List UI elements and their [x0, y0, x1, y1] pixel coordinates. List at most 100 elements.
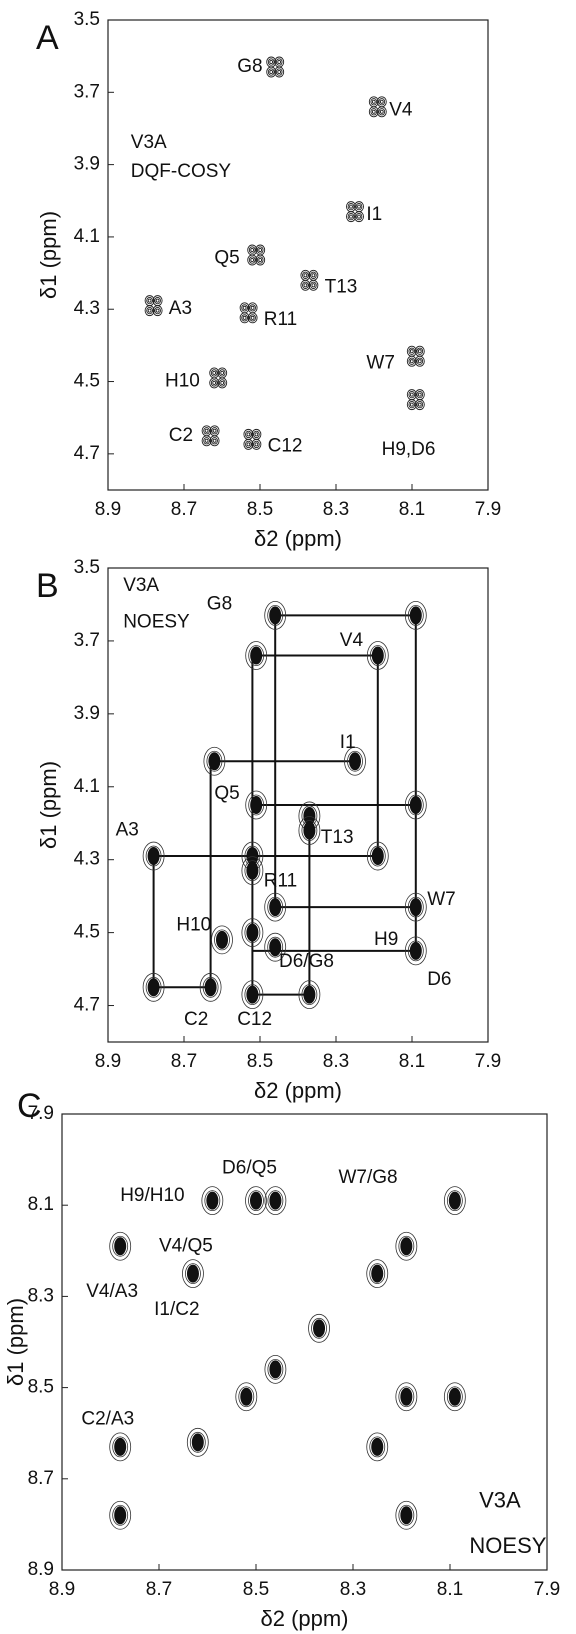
contour — [241, 304, 248, 312]
peak-label: R11 — [264, 309, 297, 330]
peak — [235, 1382, 258, 1412]
contour — [186, 1427, 209, 1457]
contour — [145, 845, 162, 867]
peak — [142, 972, 165, 1002]
peak — [308, 1313, 330, 1343]
contour — [146, 306, 153, 315]
peak — [209, 367, 228, 389]
contour — [206, 750, 223, 772]
y-tick-label: 4.3 — [74, 849, 100, 870]
contour-core — [303, 806, 316, 825]
contour — [347, 202, 355, 211]
contour-core — [400, 1506, 413, 1525]
contour — [199, 972, 222, 1002]
contour-core — [204, 978, 217, 997]
x-tick-label: 7.9 — [534, 1579, 560, 1600]
contour — [408, 390, 416, 399]
contour — [211, 925, 233, 955]
peak — [395, 1382, 418, 1412]
contour — [407, 605, 424, 626]
contour — [395, 1382, 418, 1412]
contour — [242, 315, 247, 320]
contour — [185, 1263, 201, 1284]
contour — [241, 918, 264, 948]
contour — [154, 306, 161, 315]
contour — [204, 438, 209, 443]
contour-core — [269, 1191, 282, 1210]
contour — [249, 304, 256, 312]
contour — [404, 601, 427, 630]
peak-label: C2 — [184, 1009, 208, 1030]
contour — [416, 400, 424, 409]
peak — [404, 936, 427, 966]
y-tick-label: 3.5 — [74, 9, 100, 30]
contour-core — [191, 1433, 204, 1452]
y-axis-label: δ1 (ppm) — [3, 1298, 28, 1386]
contour — [409, 402, 414, 407]
y-tick-label: 3.7 — [74, 81, 100, 102]
contour — [142, 972, 165, 1002]
peak — [109, 1432, 132, 1462]
y-tick-label: 4.1 — [74, 776, 100, 797]
peak-label: W7/G8 — [338, 1167, 397, 1188]
contour-core — [349, 752, 361, 771]
contour — [244, 860, 261, 882]
peak — [241, 918, 264, 948]
contour — [404, 790, 427, 820]
contour — [212, 380, 217, 385]
peak-label: C12 — [268, 436, 303, 457]
contour-core — [313, 1319, 326, 1338]
contour — [248, 1190, 264, 1212]
contour — [212, 438, 217, 443]
panel-1: B 8.9 8.7 8.5 8.3 8.1 7.9 3.5 3.7 3.9 4.1 4.3 4.5 4.7… — [36, 557, 501, 1103]
contour — [155, 298, 160, 303]
contour — [220, 380, 225, 385]
contour — [241, 980, 264, 1009]
peak — [406, 389, 425, 411]
contour — [277, 59, 282, 65]
contour — [404, 936, 427, 966]
contour-core — [250, 646, 263, 665]
x-tick-label: 8.9 — [49, 1579, 75, 1600]
contour-core — [371, 1264, 384, 1283]
peak — [211, 925, 233, 955]
contour-core — [448, 1387, 461, 1406]
y-tick-label: 8.1 — [28, 1194, 54, 1215]
peak-label: V3A — [479, 1487, 521, 1512]
contour — [209, 435, 220, 447]
contour — [414, 355, 425, 367]
contour — [355, 212, 363, 221]
peak — [298, 980, 321, 1009]
peak-label: I1 — [366, 204, 382, 225]
contour — [303, 273, 308, 278]
peak — [239, 302, 258, 324]
contour — [416, 357, 424, 365]
peak-label: V4 — [340, 630, 364, 651]
contour — [416, 390, 424, 399]
contour — [366, 841, 389, 871]
contour — [202, 976, 219, 998]
contour — [267, 605, 284, 626]
peak — [395, 1500, 418, 1530]
contour — [256, 256, 264, 264]
contour — [144, 305, 155, 317]
x-tick-label: 8.1 — [399, 499, 425, 520]
contour — [310, 271, 317, 279]
contour — [154, 296, 161, 305]
contour — [376, 106, 387, 118]
contour — [246, 432, 251, 437]
contour — [379, 99, 384, 104]
peak — [241, 980, 264, 1009]
peak — [199, 972, 222, 1002]
y-tick-label: 4.7 — [74, 443, 100, 464]
peak — [201, 1186, 224, 1216]
contour-core — [269, 1360, 282, 1379]
contour — [109, 1432, 132, 1462]
y-tick-label: 4.3 — [74, 298, 100, 319]
contour — [203, 746, 226, 776]
contour-core — [409, 796, 422, 814]
contour — [142, 841, 165, 871]
contour — [244, 984, 261, 1005]
y-axis-label: δ1 (ppm) — [36, 211, 61, 299]
contour — [409, 392, 414, 397]
